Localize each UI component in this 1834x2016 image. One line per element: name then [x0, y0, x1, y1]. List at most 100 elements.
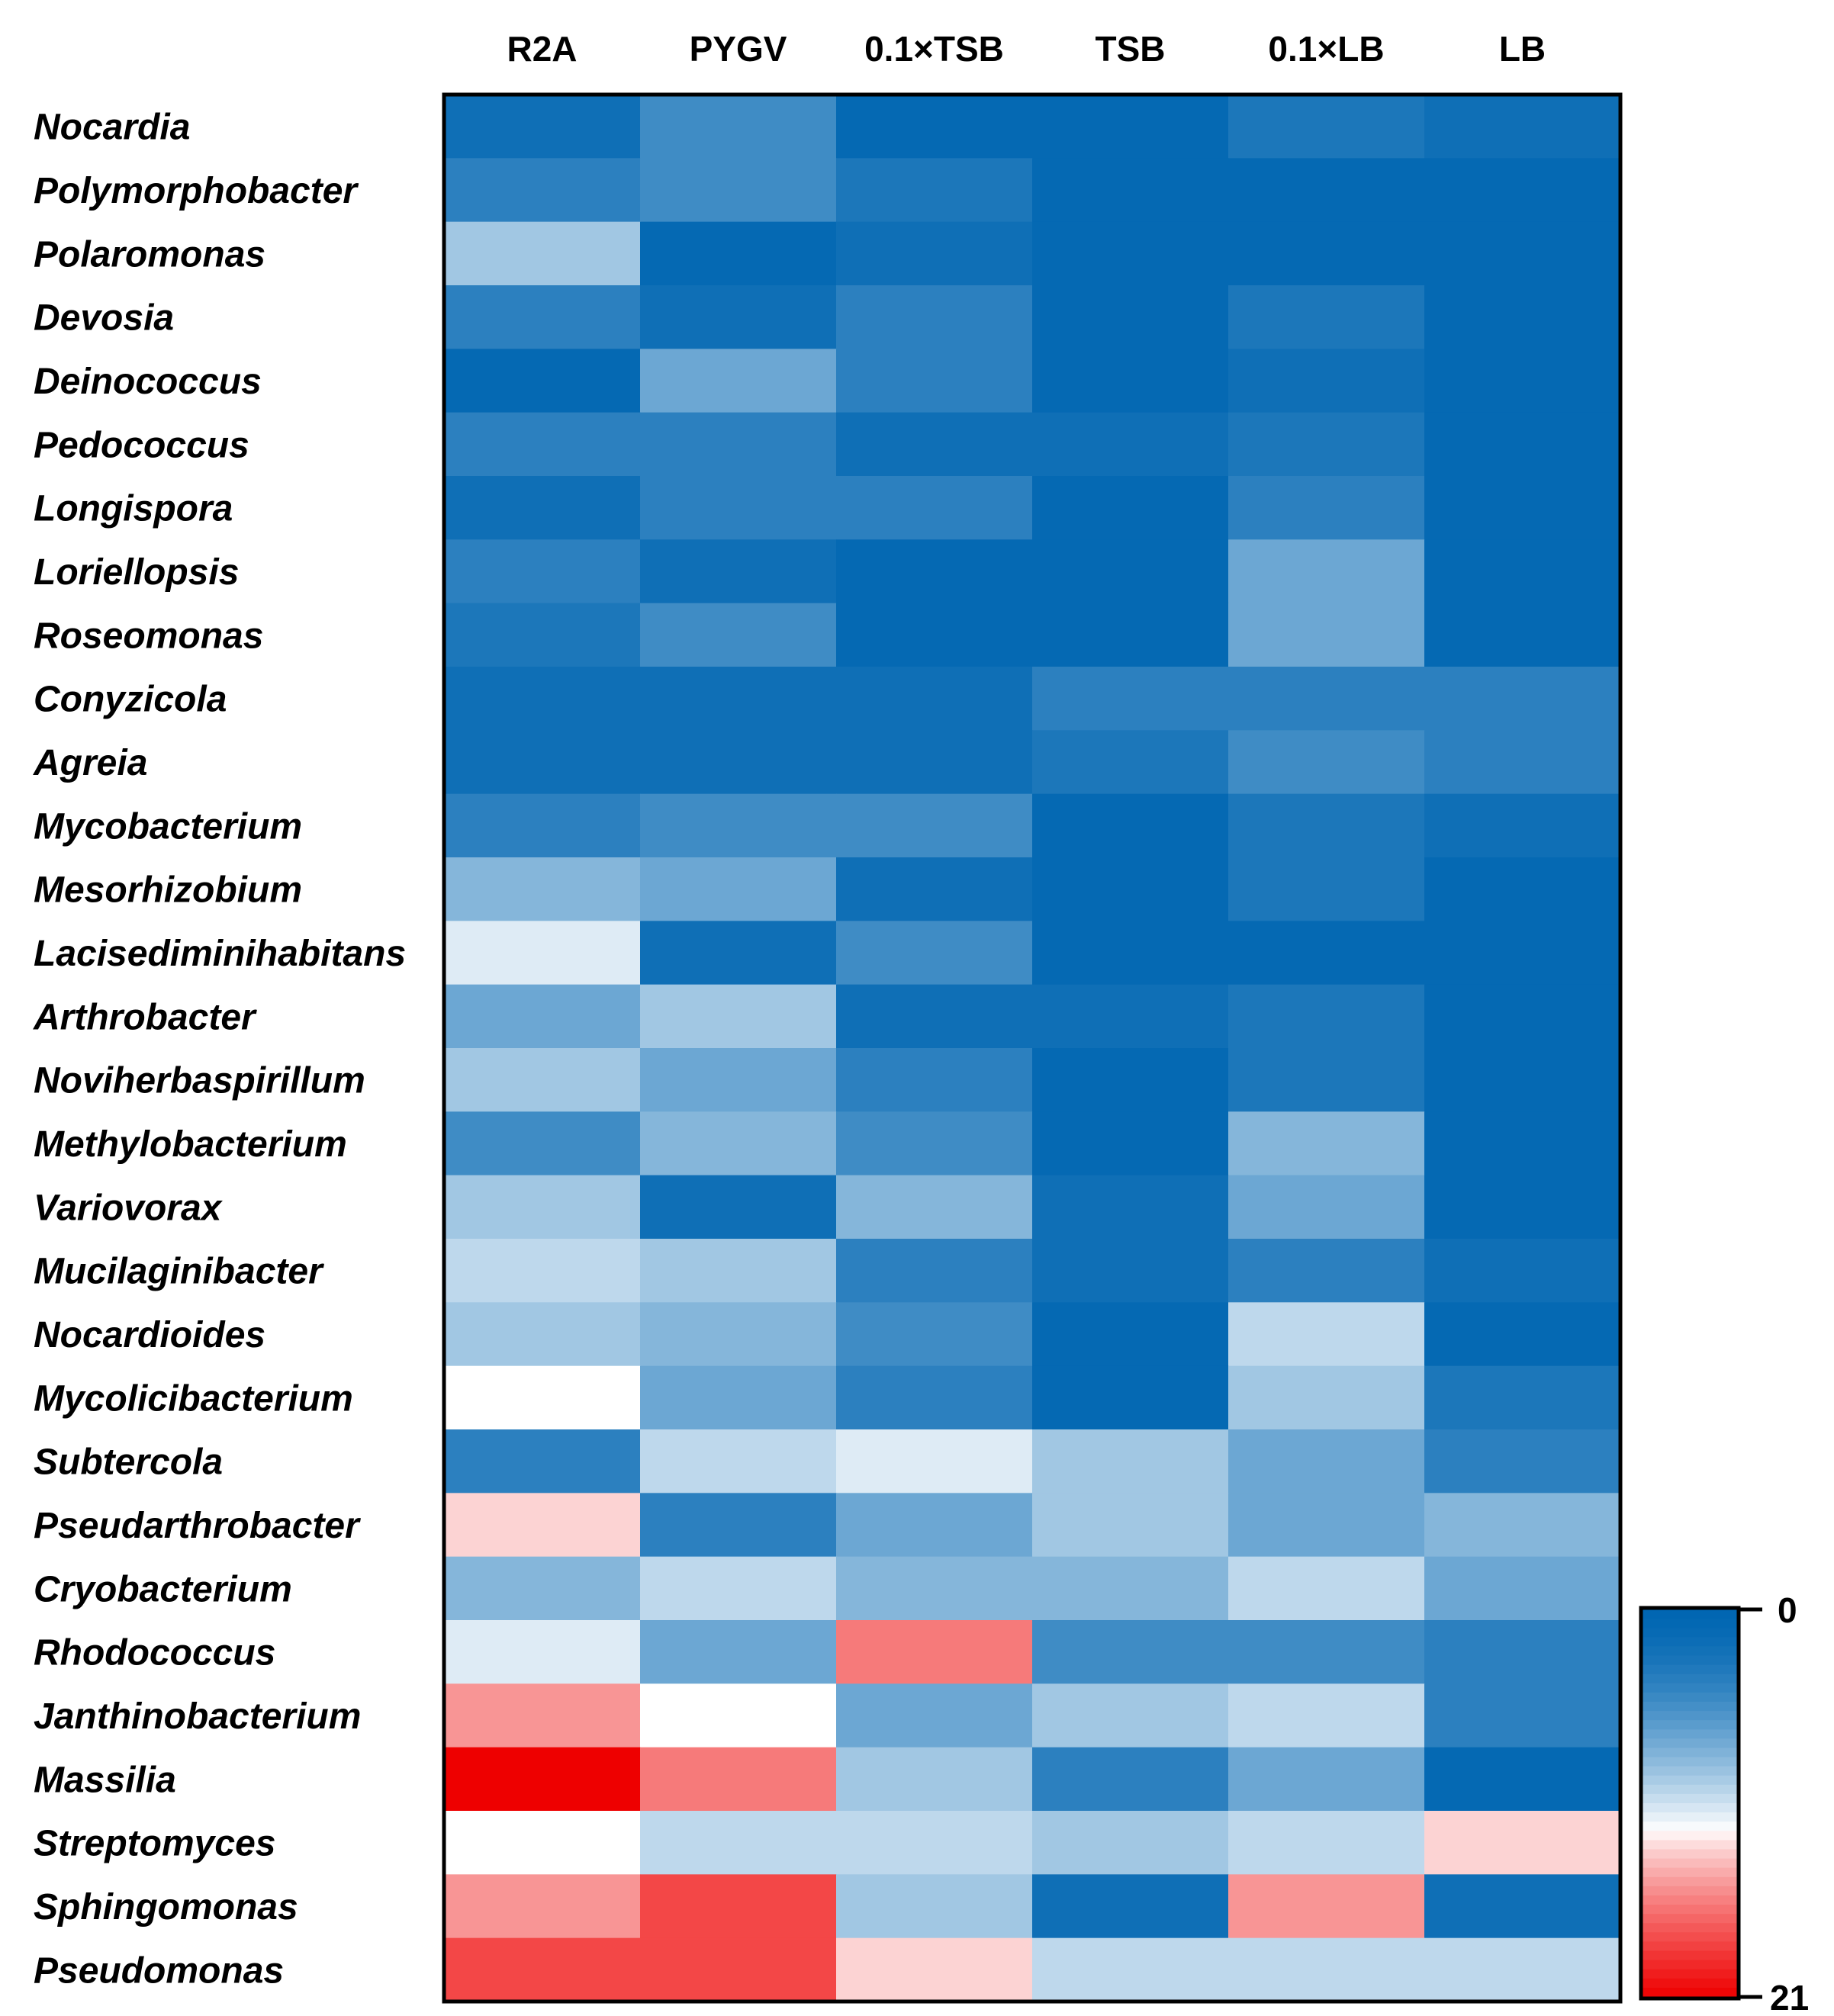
- heatmap-cell: [444, 1620, 641, 1684]
- heatmap-cell: [1032, 857, 1229, 921]
- row-label: Noviherbaspirillum: [34, 1061, 365, 1101]
- heatmap-cell: [640, 1556, 837, 1621]
- heatmap-cell: [1424, 1239, 1621, 1303]
- column-label: TSB: [1096, 29, 1166, 69]
- heatmap-cell: [1032, 1429, 1229, 1494]
- heatmap-cell: [444, 1747, 641, 1812]
- row-label: Devosia: [34, 298, 174, 339]
- column-label: LB: [1499, 29, 1546, 69]
- heatmap-cell: [1424, 1302, 1621, 1367]
- heatmap-cell: [836, 1556, 1033, 1621]
- heatmap-cell: [1032, 1747, 1229, 1812]
- heatmap-cell: [640, 1175, 837, 1240]
- heatmap-cell: [1228, 476, 1425, 540]
- colorbar-steps: [1643, 1609, 1737, 1998]
- heatmap-cell: [1032, 95, 1229, 159]
- heatmap-cell: [444, 730, 641, 795]
- heatmap-cell: [836, 730, 1033, 795]
- heatmap-cell: [1424, 476, 1621, 540]
- heatmap-cell: [836, 221, 1033, 286]
- column-label: 0.1×LB: [1268, 29, 1384, 69]
- heatmap-cell: [1032, 1811, 1229, 1875]
- heatmap-cell: [1424, 1111, 1621, 1176]
- heatmap-cell: [1424, 1620, 1621, 1684]
- heatmap-cell: [1228, 730, 1425, 795]
- heatmap-cell: [1424, 857, 1621, 921]
- heatmap-cell: [640, 730, 837, 795]
- colorbar-min-label: 0: [1778, 1590, 1797, 1630]
- heatmap-cell: [836, 1683, 1033, 1748]
- heatmap-cell: [444, 984, 641, 1049]
- heatmap-cell: [836, 539, 1033, 604]
- column-label: PYGV: [690, 29, 787, 69]
- colorbar-step: [1643, 1987, 1737, 1998]
- colorbar-step: [1643, 1738, 1737, 1749]
- heatmap-cell: [836, 667, 1033, 731]
- row-labels: Nocardia Polymorphobacter Polaromonas Devos…: [33, 108, 406, 1992]
- heatmap-cell: [444, 1683, 641, 1748]
- row-label: Rhodococcus: [34, 1633, 275, 1674]
- heatmap-cell: [1424, 412, 1621, 477]
- heatmap-frame: [442, 92, 1623, 2004]
- heatmap-cell: [1228, 984, 1425, 1049]
- heatmap-cell: [1032, 1048, 1229, 1112]
- heatmap-cell: [1424, 730, 1621, 795]
- row-label: Janthinobacterium: [34, 1696, 361, 1737]
- heatmap-cell: [444, 1239, 641, 1303]
- heatmap-cell: [444, 1811, 641, 1875]
- colorbar-step: [1643, 1960, 1737, 1970]
- colorbar-step: [1643, 1775, 1737, 1786]
- heatmap-cell: [1424, 158, 1621, 223]
- heatmap-cell: [1032, 667, 1229, 731]
- heatmap-cell: [640, 1429, 837, 1494]
- colorbar-step: [1643, 1905, 1737, 1915]
- heatmap-cell: [1228, 1048, 1425, 1112]
- heatmap-cell: [640, 1048, 837, 1112]
- row-label: Arthrobacter: [33, 997, 257, 1037]
- heatmap-cell: [640, 1302, 837, 1367]
- heatmap-cell: [836, 285, 1033, 349]
- column-label: R2A: [507, 29, 577, 69]
- heatmap-cell: [1032, 1239, 1229, 1303]
- heatmap-cell: [836, 476, 1033, 540]
- colorbar-step: [1643, 1895, 1737, 1905]
- colorbar-step: [1643, 1867, 1737, 1878]
- heatmap-cell: [1228, 1811, 1425, 1875]
- heatmap-cell: [1032, 221, 1229, 286]
- heatmap-cell: [1228, 95, 1425, 159]
- colorbar-step: [1643, 1978, 1737, 1989]
- heatmap-cell: [1032, 921, 1229, 985]
- heatmap-cell: [836, 1111, 1033, 1176]
- colorbar-step: [1643, 1637, 1737, 1647]
- row-label: Polaromonas: [34, 234, 265, 275]
- colorbar-step: [1643, 1692, 1737, 1703]
- heatmap-cell: [640, 1874, 837, 1939]
- heatmap-cell: [640, 1747, 837, 1812]
- heatmap-cell: [1228, 539, 1425, 604]
- heatmap-cell: [444, 1175, 641, 1240]
- heatmap-cell: [1228, 1302, 1425, 1367]
- heatmap-cell: [640, 1365, 837, 1430]
- heatmap-cell: [1032, 1683, 1229, 1748]
- heatmap-cell: [1032, 1175, 1229, 1240]
- heatmap-cell: [836, 158, 1033, 223]
- heatmap-cell: [640, 603, 837, 667]
- heatmap-cell: [1228, 793, 1425, 858]
- heatmap-cell: [444, 158, 641, 223]
- heatmap-cell: [640, 539, 837, 604]
- colorbar-step: [1643, 1876, 1737, 1887]
- heatmap-cell: [836, 349, 1033, 413]
- heatmap-cell: [1228, 857, 1425, 921]
- heatmap-cell: [836, 1239, 1033, 1303]
- heatmap-cell: [836, 95, 1033, 159]
- colorbar-step: [1643, 1812, 1737, 1822]
- heatmap-cell: [640, 793, 837, 858]
- colorbar-step: [1643, 1784, 1737, 1795]
- heatmap-cell: [444, 1365, 641, 1430]
- colorbar-step: [1643, 1886, 1737, 1896]
- heatmap-cell: [1228, 1429, 1425, 1494]
- heatmap-cell: [1424, 1683, 1621, 1748]
- colorbar-step: [1643, 1932, 1737, 1943]
- heatmap-cell: [640, 857, 837, 921]
- row-label: Cryobacterium: [34, 1569, 292, 1609]
